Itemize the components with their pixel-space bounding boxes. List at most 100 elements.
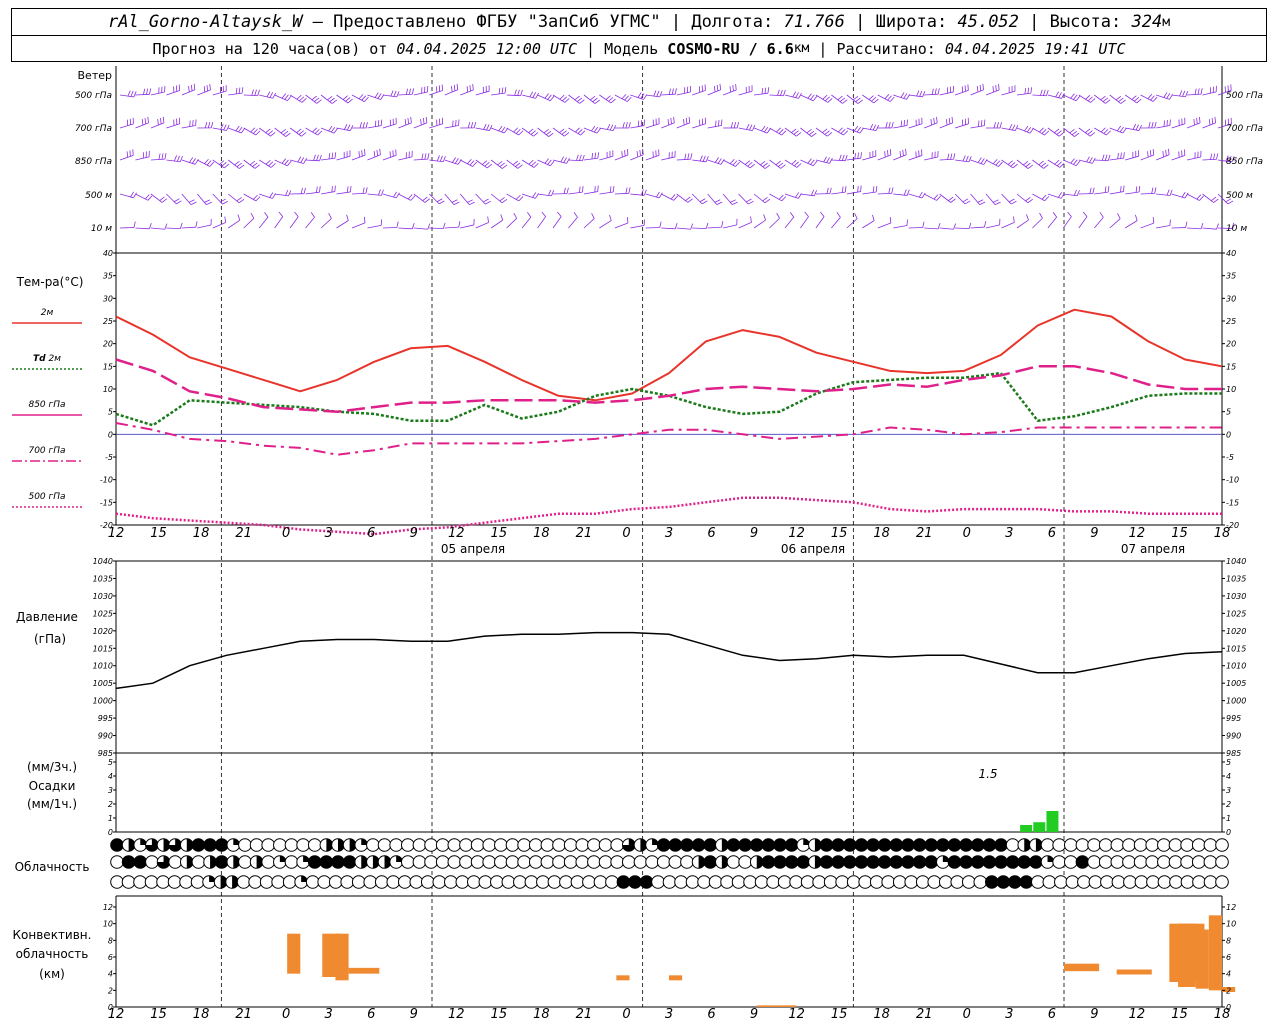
wind-barb [1109,94,1126,104]
wind-barb-shaft [862,127,877,131]
hour-label-temp: 15 [831,526,848,541]
wind-barb-feather [528,128,534,134]
wind-barb-feather [606,123,611,130]
wind-barb-feather [853,125,859,132]
cloud-middle [1122,855,1136,869]
wind-barb-feather [1199,195,1204,201]
wind-level-10m: 10 м [91,224,112,234]
cloud-high-fill [750,838,764,852]
wind-barb-shaft [877,154,892,161]
wind-barb-feather [224,163,230,169]
wind-barb-feather [670,194,676,200]
cloud-low [1111,875,1126,889]
wind-barb-shaft [1202,193,1214,203]
wind-barb-feather [721,119,723,126]
wind-barb-feather [762,197,768,202]
wind-barb-feather [407,194,413,200]
cloud-high [238,838,252,852]
hour-label-temp: 12 [448,526,465,541]
wind-barb-shaft [846,191,861,195]
wind-barb [784,159,802,168]
wind-barb-feather [1168,148,1170,155]
wind-barb-shaft [119,193,134,199]
wind-barb [119,191,137,199]
wind-barb [243,159,260,169]
cloud-low [915,875,930,889]
wind-barb [521,212,532,229]
wind-barb-feather [626,149,629,156]
wind-barb-shaft [583,218,595,229]
wind-barb-feather [643,189,647,196]
wind-barb-shaft [537,216,546,229]
wind-barb [259,192,277,199]
wind-barb-feather [179,156,183,162]
wind-barb-feather [857,99,863,104]
wind-barb [444,221,461,229]
cloud-high [284,838,299,852]
wind-barb-feather [250,127,256,133]
wind-barb-feather [411,222,415,229]
wind-barb-shaft [753,193,766,204]
wind-barb-feather [1046,89,1049,96]
wind-barb-feather [343,123,348,130]
cloud-middle-half [756,855,764,869]
wind-barb-feather [813,190,817,196]
wind-barb-feather [1216,223,1219,230]
wind-barb-feather [730,199,736,203]
wind-barb [645,149,660,161]
cloud-middle [482,855,497,869]
cloud-middle-quarter [1047,855,1054,862]
wind-barb-shaft [1063,94,1077,102]
cloud-low [1123,875,1137,889]
provider-text: – Предоставлено ФГБУ "ЗапСиб УГМС" | Дол… [302,12,784,32]
wind-barb-feather [656,191,660,198]
wind-panel-title: Ветер [78,69,112,82]
wind-barb [877,187,894,195]
wind-barb-feather [144,117,147,125]
legend-t850-label: 850 гПа [28,400,65,410]
wind-barb-shaft [1094,94,1106,104]
hour-label-temp: 6 [367,526,375,541]
wind-barb-feather [798,92,802,99]
wind-barb-feather [1061,93,1065,99]
cloud-high-fill [657,838,670,852]
wind-barb [1016,214,1029,229]
precip-panel-title: Осадки [29,779,76,793]
wind-barb-feather [1120,99,1126,104]
wind-level-500hpa: 500 гПа [75,91,112,101]
wind-barb [800,93,818,102]
cloud-middle [110,855,124,869]
wind-barb [661,116,675,129]
wind-barb-feather [380,119,383,126]
cloud-high [435,838,450,852]
wind-barb-feather [513,212,518,219]
wind-barb-feather [791,159,797,165]
cloud-low [846,875,861,889]
cloud-middle-quarter [279,855,287,862]
wind-barb-feather [625,122,628,129]
cloud-middle-fill [913,855,926,869]
wind-barb-feather [364,96,369,102]
wind-barb-shaft [135,93,150,96]
wind-barb-feather [144,194,150,200]
wind-barb-feather [1056,130,1062,135]
model-label: | Модель [576,39,668,58]
wind-barb-feather [1026,214,1029,221]
wind-barb [537,93,555,102]
wind-barb-feather [164,223,168,230]
wind-barb [1202,193,1219,203]
wind-barb-shaft [166,123,180,129]
wind-barb-shaft [676,122,690,129]
wind-barb-feather [253,194,258,200]
wind-barb-feather [578,186,581,193]
convective-bar [1178,923,1196,987]
wind-barb-feather [517,164,523,169]
cloud-middle-fill [1076,855,1089,869]
wind-barb [676,116,691,129]
wind-barb-feather [532,92,537,98]
wind-barb-shaft [351,94,365,102]
wind-barb-feather [486,163,493,169]
cloud-high-fill [890,838,903,852]
wind-barb-shaft [197,89,211,96]
wind-barb-feather [746,123,750,130]
